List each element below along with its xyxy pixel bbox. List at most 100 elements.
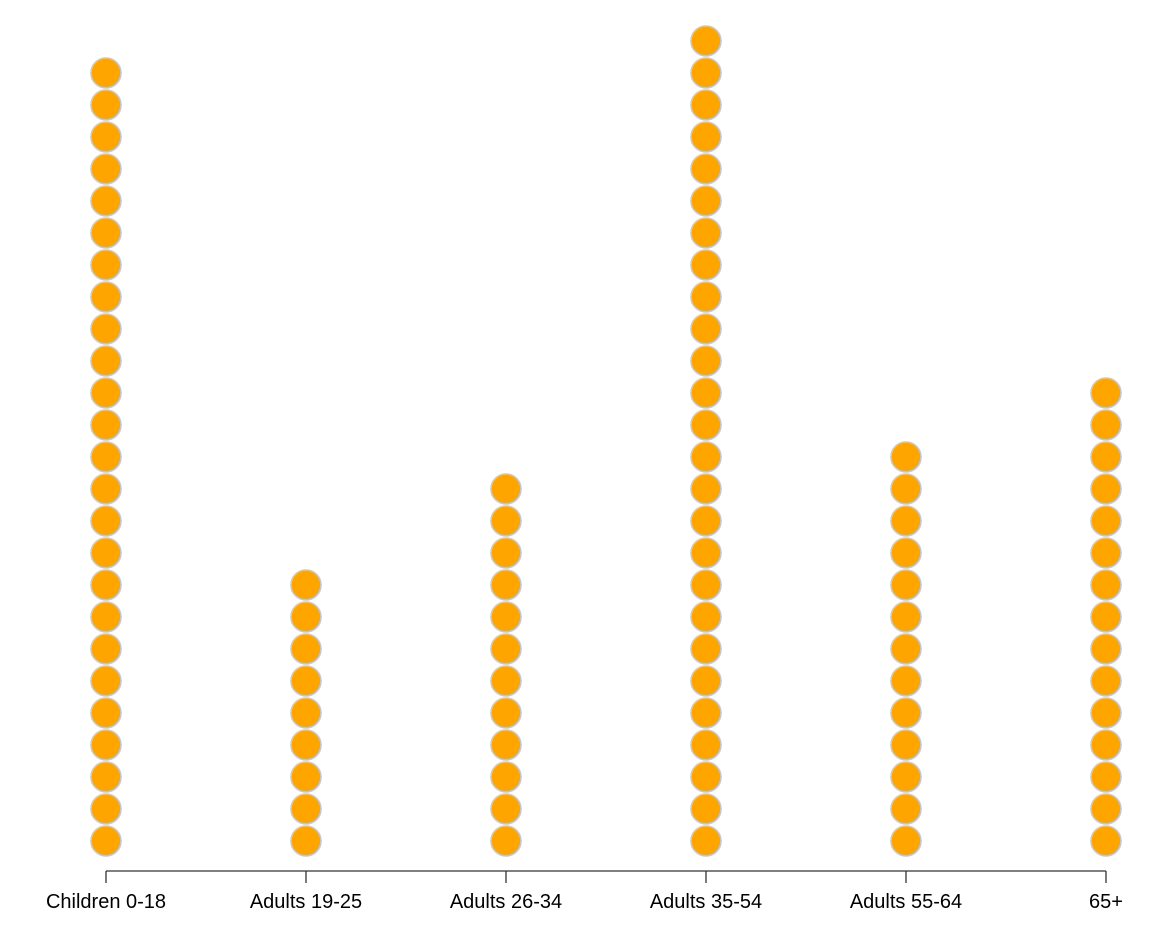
data-dot (890, 441, 922, 473)
data-dot (690, 697, 722, 729)
data-dot (890, 825, 922, 857)
data-dot (1090, 473, 1122, 505)
x-tick-label: 65+ (1089, 891, 1123, 913)
data-dot (890, 505, 922, 537)
data-dot (490, 793, 522, 825)
data-dot (290, 825, 322, 857)
data-dot (90, 729, 122, 761)
data-dot (90, 153, 122, 185)
data-dot (90, 441, 122, 473)
x-tick-label: Adults 55-64 (850, 891, 962, 913)
data-dot (490, 569, 522, 601)
data-dot (1090, 825, 1122, 857)
data-dot (290, 601, 322, 633)
data-dot (690, 825, 722, 857)
data-dot (90, 345, 122, 377)
data-dot (890, 633, 922, 665)
data-dot (90, 537, 122, 569)
x-axis: Children 0-18 Adults 19-25 Adults 26-34 Adu… (46, 870, 1123, 913)
data-dot (690, 313, 722, 345)
data-dot (690, 537, 722, 569)
data-dot (690, 25, 722, 57)
data-dot (690, 89, 722, 121)
data-dot (290, 697, 322, 729)
data-dot (690, 153, 722, 185)
data-dot (690, 761, 722, 793)
data-dot (890, 697, 922, 729)
data-dot (690, 249, 722, 281)
data-dot (90, 185, 122, 217)
data-dot (690, 57, 722, 89)
data-dot (1090, 761, 1122, 793)
data-dot (690, 793, 722, 825)
data-dot (890, 665, 922, 697)
data-dot (90, 377, 122, 409)
data-dot (90, 569, 122, 601)
data-dot (1090, 793, 1122, 825)
data-dot (290, 665, 322, 697)
data-dot (90, 665, 122, 697)
data-dot (90, 825, 122, 857)
dot-column-adults-55-64 (890, 441, 922, 857)
x-tick-label: Children 0-18 (46, 891, 166, 913)
data-dot (690, 601, 722, 633)
data-dot (1090, 441, 1122, 473)
data-dot (490, 473, 522, 505)
data-dot (90, 217, 122, 249)
data-dot (690, 473, 722, 505)
data-dot (690, 377, 722, 409)
data-dot (90, 409, 122, 441)
x-tick-label: Adults 26-34 (450, 891, 562, 913)
data-dot (490, 729, 522, 761)
data-dot (690, 441, 722, 473)
data-dot (690, 281, 722, 313)
data-dot (890, 761, 922, 793)
data-dot (490, 697, 522, 729)
dots-layer (90, 25, 1122, 857)
data-dot (490, 601, 522, 633)
data-dot (1090, 377, 1122, 409)
data-dot (90, 473, 122, 505)
data-dot (1090, 569, 1122, 601)
x-tick-label: Adults 19-25 (250, 891, 362, 913)
data-dot (90, 89, 122, 121)
data-dot (690, 729, 722, 761)
data-dot (690, 409, 722, 441)
data-dot (690, 505, 722, 537)
dot-column-adults-26-34 (490, 473, 522, 857)
data-dot (490, 825, 522, 857)
data-dot (690, 633, 722, 665)
data-dot (90, 57, 122, 89)
data-dot (690, 569, 722, 601)
data-dot (90, 505, 122, 537)
data-dot (90, 601, 122, 633)
data-dot (290, 633, 322, 665)
data-dot (90, 249, 122, 281)
data-dot (290, 761, 322, 793)
data-dot (1090, 537, 1122, 569)
data-dot (1090, 409, 1122, 441)
dot-column-65 (1090, 377, 1122, 857)
data-dot (1090, 601, 1122, 633)
data-dot (490, 537, 522, 569)
data-dot (90, 761, 122, 793)
data-dot (690, 121, 722, 153)
data-dot (890, 729, 922, 761)
data-dot (90, 697, 122, 729)
dot-column-adults-19-25 (290, 569, 322, 857)
data-dot (1090, 633, 1122, 665)
data-dot (490, 665, 522, 697)
data-dot (290, 729, 322, 761)
dot-column-children-0-18 (90, 57, 122, 857)
data-dot (1090, 729, 1122, 761)
data-dot (1090, 665, 1122, 697)
data-dot (890, 569, 922, 601)
data-dot (890, 537, 922, 569)
data-dot (890, 793, 922, 825)
data-dot (690, 345, 722, 377)
data-dot (490, 505, 522, 537)
x-tick-label: Adults 35-54 (650, 891, 762, 913)
dot-column-adults-35-54 (690, 25, 722, 857)
